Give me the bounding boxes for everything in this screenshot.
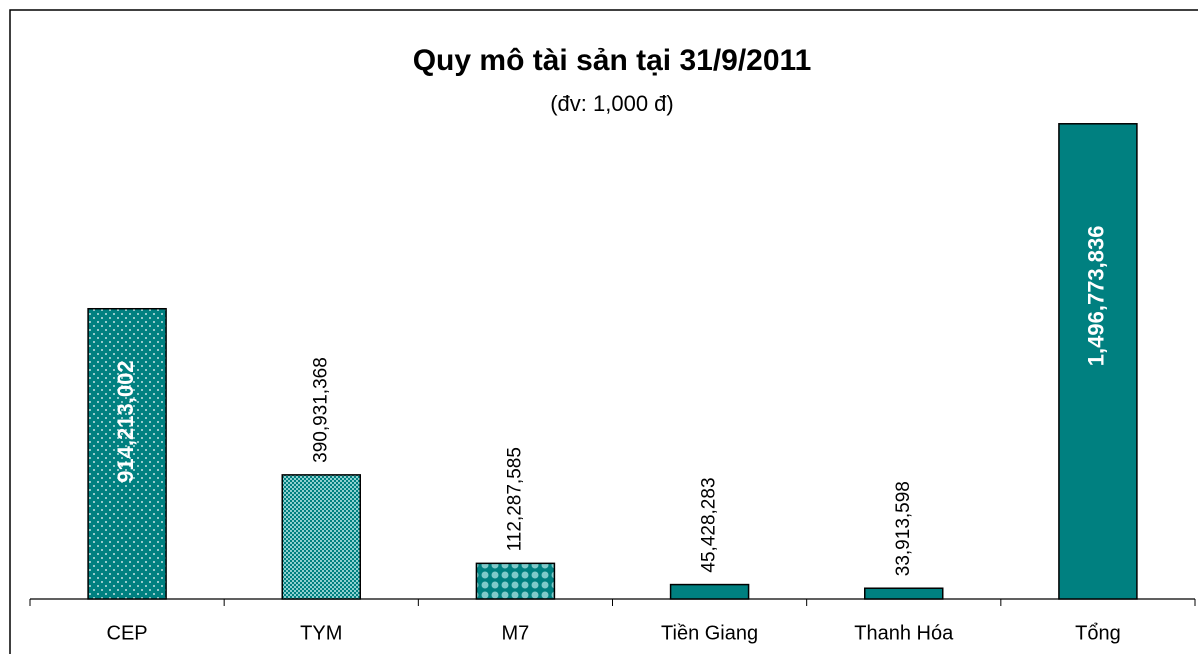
x-tick-label: Tiền Giang	[661, 622, 758, 644]
data-label: 1,496,773,836	[1084, 225, 1109, 366]
data-label: 33,913,598	[893, 481, 914, 576]
data-label: 112,287,585	[504, 447, 525, 551]
chart-subtitle: (đv: 1,000 đ)	[550, 91, 674, 116]
bar	[669, 583, 750, 600]
x-tick-label: M7	[502, 622, 530, 644]
chart-title: Quy mô tài sản tại 31/9/2011	[413, 44, 812, 77]
data-label: 914,213,002	[113, 360, 138, 482]
bar	[87, 307, 167, 600]
bar	[864, 587, 944, 600]
chart-border	[9, 9, 1198, 654]
x-tick-label: CEP	[107, 622, 148, 644]
x-tick-label: TYM	[300, 622, 342, 644]
data-label: 390,931,368	[310, 357, 331, 463]
bar	[281, 474, 361, 600]
bar	[1058, 123, 1138, 600]
data-label: 45,428,283	[699, 477, 720, 572]
x-tick-label: Thanh Hóa	[854, 622, 954, 644]
bar	[475, 562, 556, 600]
x-tick-label: Tổng	[1075, 622, 1121, 644]
